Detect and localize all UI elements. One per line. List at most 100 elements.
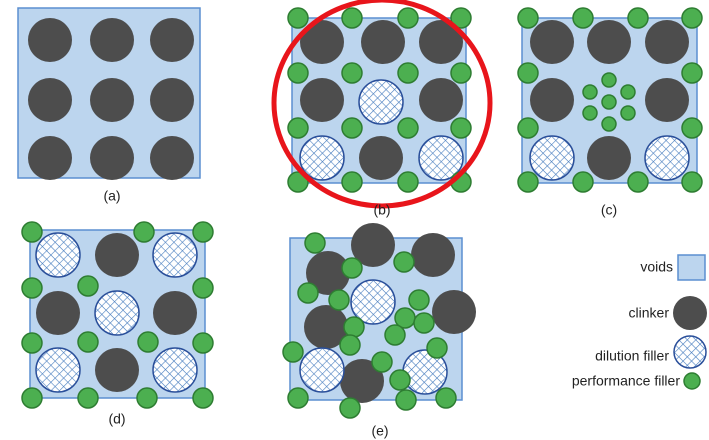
performance-filler <box>193 388 213 408</box>
clinker <box>645 78 689 122</box>
performance-filler <box>394 252 414 272</box>
performance-filler <box>682 172 702 192</box>
performance-filler <box>682 118 702 138</box>
performance-filler <box>518 172 538 192</box>
diagram: (a) (b) (c) (d) (e) voids clinker diluti… <box>0 0 709 440</box>
performance-filler <box>342 8 362 28</box>
performance-filler <box>583 85 597 99</box>
legend-void <box>678 255 705 280</box>
performance-filler <box>193 333 213 353</box>
performance-filler <box>138 332 158 352</box>
performance-filler <box>78 332 98 352</box>
clinker <box>95 233 139 277</box>
performance-filler <box>288 388 308 408</box>
performance-filler <box>398 63 418 83</box>
clinker <box>150 18 194 62</box>
performance-filler <box>305 233 325 253</box>
performance-filler <box>22 388 42 408</box>
performance-filler <box>78 388 98 408</box>
performance-filler <box>602 95 616 109</box>
performance-filler <box>436 388 456 408</box>
clinker <box>28 78 72 122</box>
clinker <box>587 136 631 180</box>
panel-label: (b) <box>373 202 390 218</box>
performance-filler <box>602 73 616 87</box>
panel-label: (e) <box>371 423 388 439</box>
dilution-filler <box>359 80 403 124</box>
clinker <box>300 78 344 122</box>
performance-filler <box>342 172 362 192</box>
dilution-filler <box>153 233 197 277</box>
performance-filler <box>134 222 154 242</box>
clinker <box>36 291 80 335</box>
performance-filler <box>573 8 593 28</box>
performance-filler <box>602 117 616 131</box>
performance-filler <box>682 63 702 83</box>
performance-filler <box>137 388 157 408</box>
performance-filler <box>385 325 405 345</box>
clinker <box>150 78 194 122</box>
performance-filler <box>288 8 308 28</box>
performance-filler <box>573 172 593 192</box>
performance-filler <box>451 118 471 138</box>
clinker <box>587 20 631 64</box>
performance-filler <box>193 278 213 298</box>
clinker <box>359 136 403 180</box>
legend-clinker <box>673 296 707 330</box>
clinker <box>90 78 134 122</box>
clinker <box>530 78 574 122</box>
panel-label: (c) <box>601 202 617 218</box>
clinker <box>153 291 197 335</box>
clinker <box>150 136 194 180</box>
panel-label: (d) <box>108 411 125 427</box>
performance-filler <box>22 333 42 353</box>
dilution-filler <box>530 136 574 180</box>
clinker <box>90 18 134 62</box>
performance-filler <box>288 118 308 138</box>
performance-filler <box>682 8 702 28</box>
dilution-filler <box>300 348 344 392</box>
performance-filler <box>342 258 362 278</box>
performance-filler <box>298 283 318 303</box>
performance-filler <box>329 290 349 310</box>
performance-filler <box>396 390 416 410</box>
performance-filler <box>390 370 410 390</box>
legend-performance <box>684 373 700 389</box>
performance-filler <box>628 8 648 28</box>
performance-filler <box>518 8 538 28</box>
dilution-filler <box>36 348 80 392</box>
clinker <box>645 20 689 64</box>
legend-label: voids <box>640 259 673 275</box>
performance-filler <box>340 398 360 418</box>
performance-filler <box>518 63 538 83</box>
performance-filler <box>414 313 434 333</box>
performance-filler <box>372 352 392 372</box>
clinker <box>432 290 476 334</box>
performance-filler <box>22 222 42 242</box>
performance-filler <box>398 8 418 28</box>
legend-dilution <box>674 336 706 368</box>
performance-filler <box>518 118 538 138</box>
performance-filler <box>288 63 308 83</box>
performance-filler <box>583 106 597 120</box>
clinker <box>90 136 134 180</box>
dilution-filler <box>36 233 80 277</box>
dilution-filler <box>95 291 139 335</box>
legend-label: performance filler <box>572 373 680 389</box>
clinker <box>28 18 72 62</box>
performance-filler <box>451 63 471 83</box>
panel-label: (a) <box>103 188 120 204</box>
performance-filler <box>340 335 360 355</box>
performance-filler <box>283 342 303 362</box>
performance-filler <box>621 106 635 120</box>
performance-filler <box>409 290 429 310</box>
clinker <box>361 20 405 64</box>
performance-filler <box>344 317 364 337</box>
clinker <box>28 136 72 180</box>
clinker <box>419 78 463 122</box>
performance-filler <box>621 85 635 99</box>
performance-filler <box>628 172 648 192</box>
performance-filler <box>22 278 42 298</box>
performance-filler <box>427 338 447 358</box>
clinker <box>530 20 574 64</box>
